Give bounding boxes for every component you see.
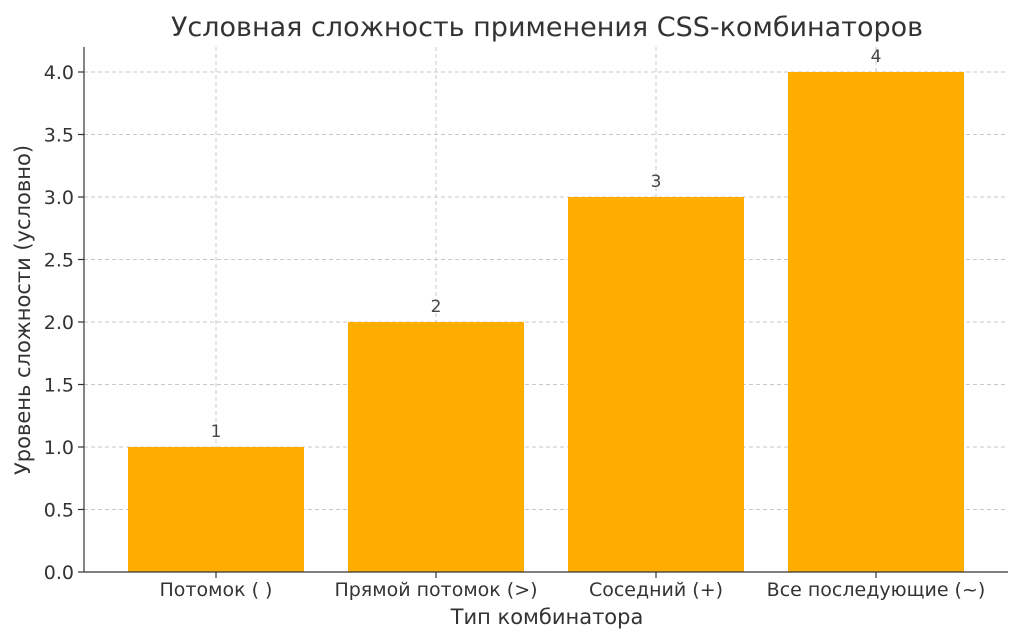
y-tick-label: 3.5 [44,125,74,147]
y-tick-label: 3.0 [44,187,74,209]
bars [128,72,964,572]
x-tick-label: Прямой потомок (>) [334,579,537,601]
bar [788,72,964,572]
y-tick-label: 1.0 [44,437,74,459]
x-axis-label: Тип комбинатора [450,605,644,629]
y-tick-label: 1.5 [44,375,74,397]
labels: 0.0 0.5 1.0 1.5 2.0 2.5 3.0 3.5 4.0 1 2 3 4 Потомок (… [44,47,986,601]
bar [128,447,304,572]
y-tick-label: 2.0 [44,312,74,334]
chart-title: Условная сложность применения CSS-комбин… [171,12,923,43]
y-axis-label: Уровень сложности (условно) [11,145,35,475]
y-tick-label: 2.5 [44,250,74,272]
x-tick-label: Соседний (+) [589,579,723,601]
axes [78,47,1008,578]
y-tick-label: 0.0 [44,562,74,584]
bar [348,322,524,572]
y-tick-label: 4.0 [44,62,74,84]
x-tick-label: Все последующие (~) [767,579,986,601]
y-tick-label: 0.5 [44,500,74,522]
bar [568,197,744,572]
bar-value-label: 3 [651,172,662,192]
bar-value-label: 4 [871,47,882,67]
bar-value-label: 1 [211,422,222,442]
x-tick-label: Потомок ( ) [160,579,273,601]
bar-value-label: 2 [431,297,442,317]
